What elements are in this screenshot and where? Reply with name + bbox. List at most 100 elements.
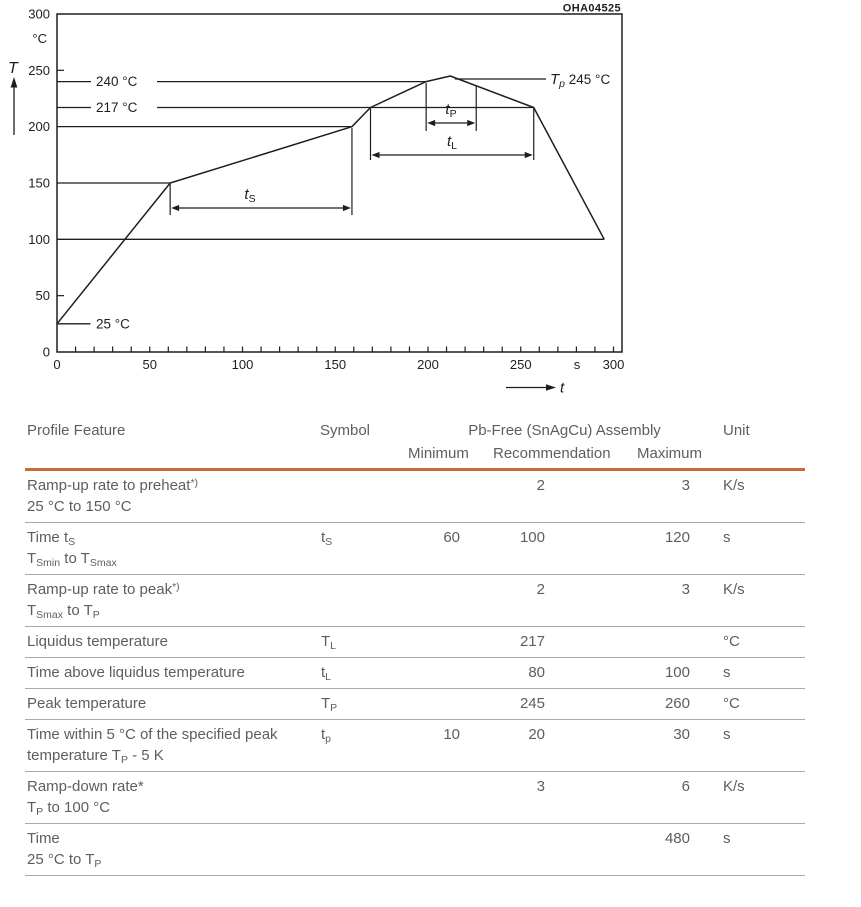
col-header-assembly-group: Pb-Free (SnAgCu) Assembly	[468, 422, 661, 439]
text-part: Peak temperature	[27, 695, 147, 712]
cell-symbol: tS	[312, 527, 400, 548]
cell-unit: °C	[723, 633, 740, 650]
cell-symbol	[312, 776, 400, 797]
table-row: Ramp-down rate* TP to 100 °C 3 6 K/s	[25, 772, 805, 824]
cell-symbol: tp	[312, 724, 400, 745]
cell-recommendation: 2	[536, 477, 545, 494]
peak-temperature-label: Tp 245 °C	[550, 71, 610, 90]
text-part: T	[27, 602, 37, 619]
label-part: 245 °C	[565, 72, 610, 87]
x-axis-unit-label: s	[574, 357, 581, 372]
y-axis-up-arrowhead	[10, 77, 18, 88]
cell-minimum	[400, 693, 460, 714]
cell-recommendation: 217	[519, 633, 545, 650]
cell-recommendation: 80	[528, 664, 545, 681]
cell-minimum	[400, 631, 460, 652]
reflow-profile-figure: 240 °C 217 °C 25 °C tS tL tP Tp 245 °C 300 250 20…	[0, 0, 640, 400]
subscript: P	[36, 806, 44, 818]
cell-symbol: TL	[312, 631, 400, 652]
table-row: Time above liquidus temperature tL 80 100 s	[25, 658, 805, 689]
text-part: Time above liquidus temperature	[27, 664, 245, 681]
cell-feature: Ramp-up rate to preheat*) 25 °C to 150 °C	[25, 475, 312, 517]
text-part: 25 °C to 150 °C	[27, 498, 132, 515]
y-axis-unit-label: °C	[32, 31, 47, 46]
feature-line: Time above liquidus temperature	[27, 662, 312, 683]
subscript: Smax	[36, 609, 64, 621]
cell-symbol	[312, 828, 400, 849]
dim-arrowhead-right	[342, 204, 351, 212]
col-header-recommendation: Recommendation	[493, 445, 611, 462]
subscript: S	[68, 536, 76, 548]
label-part: t	[445, 101, 450, 118]
text-part: Time t	[27, 529, 69, 546]
cell-feature: Peak temperature	[25, 693, 312, 714]
cell-unit: K/s	[723, 581, 745, 598]
cell-feature: Time tS TSmin to TSmax	[25, 527, 312, 569]
text-part: t	[321, 726, 326, 743]
x-tick-label: 0	[53, 357, 60, 372]
subscript: Smin	[36, 557, 61, 569]
cell-unit: s	[723, 529, 731, 546]
text-part: to T	[60, 550, 90, 567]
text-part: Time	[27, 830, 60, 847]
dim-label-tS: tS	[244, 186, 255, 205]
cell-unit: K/s	[723, 778, 745, 795]
subscript: Smax	[89, 557, 117, 569]
label-part: t	[447, 133, 452, 150]
table-row: Time within 5 °C of the specified peak te…	[25, 720, 805, 772]
ref-label-backplate	[91, 73, 157, 91]
text-part: T	[27, 550, 37, 567]
subscript: P	[330, 702, 338, 714]
feature-line: 25 °C to TP	[27, 849, 312, 870]
ref-label-backplate	[91, 315, 147, 333]
dim-arrowhead-left	[171, 204, 180, 212]
label-part: T	[550, 71, 561, 88]
table-body: Ramp-up rate to preheat*) 25 °C to 150 °C…	[25, 471, 805, 876]
x-tick-label: 150	[324, 357, 346, 372]
x-axis-right-arrowhead	[546, 384, 556, 391]
feature-line: 25 °C to 150 °C	[27, 496, 312, 517]
text-part: Time within 5 °C of the specified peak	[27, 726, 278, 743]
dim-label-tL: tL	[447, 133, 457, 152]
text-part: to 100 °C	[43, 799, 111, 816]
text-part: T	[27, 799, 37, 816]
x-tick-label: 50	[143, 357, 157, 372]
y-tick-label: 300	[28, 6, 50, 21]
subscript: L	[330, 640, 337, 652]
y-tick-label: 200	[28, 119, 50, 134]
dim-arrowhead-right	[524, 151, 533, 159]
col-header-unit: Unit	[723, 422, 750, 439]
x-axis-symbol-label: t	[560, 380, 565, 397]
table-row: Time 25 °C to TP 480 s	[25, 824, 805, 876]
col-header-maximum: Maximum	[637, 445, 703, 462]
y-tick-label: 50	[36, 288, 50, 303]
reflow-profile-table: Profile Feature Symbol Pb-Free (SnAgCu) …	[25, 420, 805, 876]
table-row: Ramp-up rate to preheat*) 25 °C to 150 °C…	[25, 471, 805, 523]
x-tick-label: 100	[232, 357, 254, 372]
dim-arrowhead-left	[427, 119, 436, 127]
feature-line: Ramp-down rate*	[27, 776, 312, 797]
cell-recommendation: 3	[536, 778, 545, 795]
label-part: P	[450, 108, 457, 120]
cell-unit: °C	[723, 695, 740, 712]
text-part: T	[321, 695, 331, 712]
reflow-profile-curve	[56, 75, 605, 325]
cell-maximum: 120	[664, 529, 690, 546]
table-row: Time tS TSmin to TSmax tS 60 100 120 s	[25, 523, 805, 575]
feature-line: Liquidus temperature	[27, 631, 312, 652]
ref-label-backplate	[91, 99, 157, 117]
subscript: P	[92, 609, 100, 621]
col-header-profile-feature: Profile Feature	[27, 422, 126, 439]
x-tick-label: 300	[603, 357, 625, 372]
cell-recommendation: 20	[528, 726, 545, 743]
subscript: p	[325, 733, 332, 745]
footnote-marker: *)	[172, 581, 180, 593]
subscript: S	[325, 536, 333, 548]
feature-line: TP to 100 °C	[27, 797, 312, 818]
cell-symbol: TP	[312, 693, 400, 714]
feature-line: TSmax to TP	[27, 600, 312, 621]
cell-maximum: 260	[664, 695, 690, 712]
ref-line-label-25: 25 °C	[96, 316, 130, 331]
cell-minimum	[400, 828, 460, 849]
x-tick-label: 200	[417, 357, 439, 372]
